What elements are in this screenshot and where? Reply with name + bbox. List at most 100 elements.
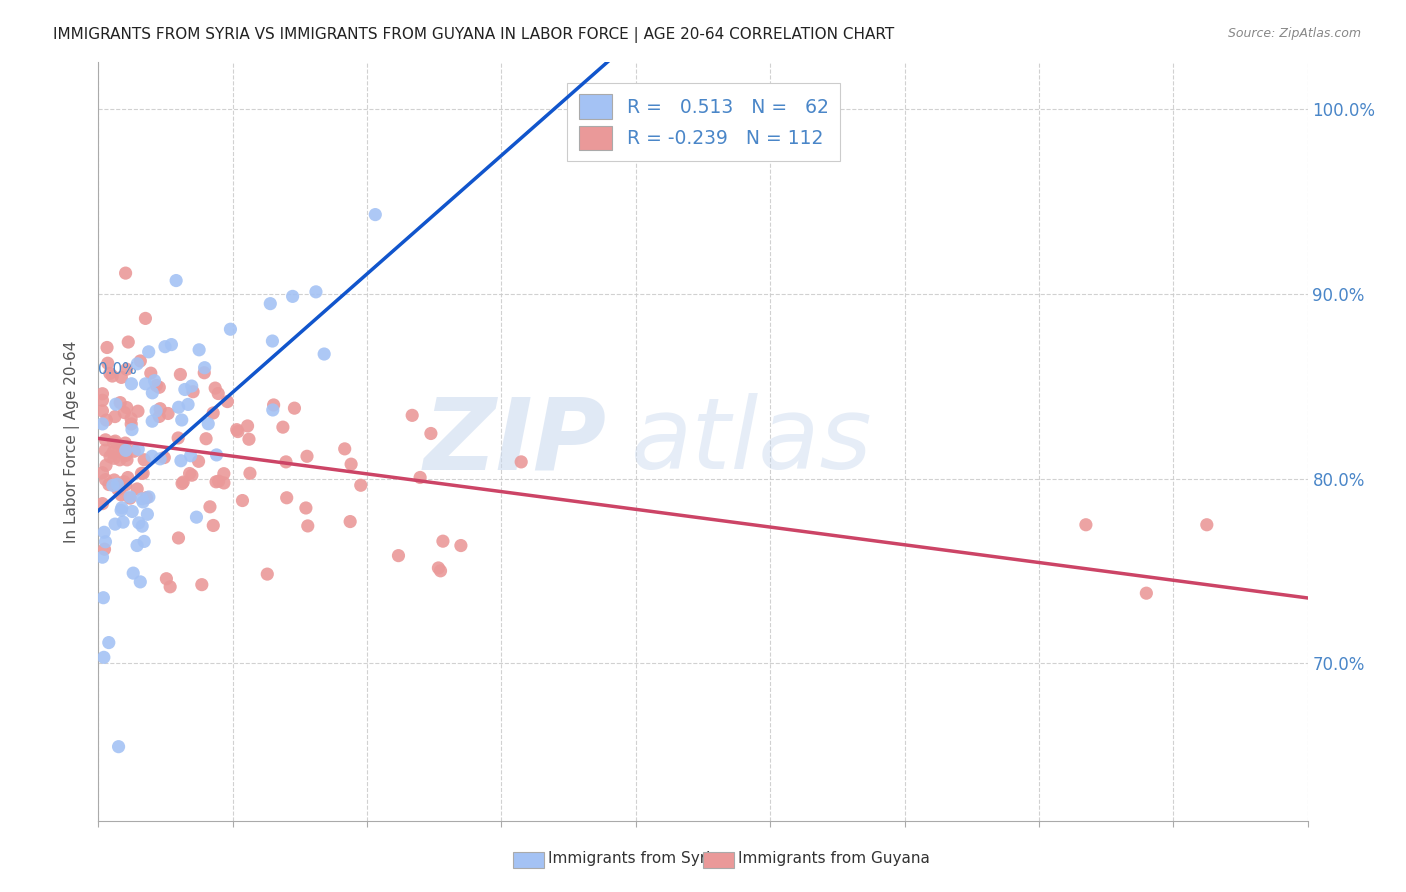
Point [1135, 586, 1157, 600]
Point [112, 515, 135, 529]
Point [93, 650, 115, 665]
Point [127, 357, 149, 371]
Point [149, 451, 172, 466]
Point [167, 431, 190, 445]
Point [129, 574, 152, 589]
Point [256, 567, 278, 582]
Point [170, 413, 193, 427]
Point [134, 534, 156, 549]
Point [350, 478, 373, 492]
Point [364, 208, 387, 222]
Point [114, 266, 136, 280]
Point [107, 444, 129, 458]
Point [148, 380, 170, 394]
Point [118, 491, 141, 505]
Point [219, 322, 242, 336]
Point [238, 432, 260, 446]
Point [202, 406, 225, 420]
Point [295, 450, 318, 464]
Point [191, 577, 214, 591]
Point [231, 493, 253, 508]
Point [510, 455, 533, 469]
Point [128, 516, 150, 530]
Point [117, 470, 139, 484]
Point [157, 407, 180, 421]
Point [112, 442, 135, 457]
Point [110, 503, 132, 517]
Point [170, 476, 193, 491]
Point [387, 549, 409, 563]
Point [135, 491, 157, 505]
Y-axis label: In Labor Force | Age 20-64: In Labor Force | Age 20-64 [63, 341, 80, 542]
Point [271, 420, 294, 434]
Point [195, 432, 218, 446]
Point [217, 394, 239, 409]
Point [205, 448, 228, 462]
Text: Immigrants from Syria: Immigrants from Syria [548, 851, 720, 865]
Point [91, 550, 114, 565]
Point [295, 500, 318, 515]
Point [121, 423, 143, 437]
Point [96, 341, 118, 355]
Text: Source: ZipAtlas.com: Source: ZipAtlas.com [1227, 27, 1361, 40]
Point [204, 381, 226, 395]
Point [97, 477, 120, 491]
Point [177, 397, 200, 411]
Point [91, 393, 114, 408]
Point [103, 435, 125, 450]
Point [207, 386, 229, 401]
Point [96, 413, 118, 427]
Point [1074, 517, 1097, 532]
Point [103, 473, 125, 487]
Point [167, 401, 190, 415]
Point [186, 510, 208, 524]
Point [262, 403, 284, 417]
Point [91, 417, 114, 431]
Point [110, 488, 132, 502]
Point [138, 490, 160, 504]
Point [225, 423, 247, 437]
Point [198, 500, 221, 514]
Point [97, 356, 120, 370]
Point [194, 360, 217, 375]
Point [143, 374, 166, 388]
Point [148, 409, 170, 424]
Point [104, 397, 127, 411]
Point [127, 482, 149, 496]
Point [117, 334, 139, 349]
Point [94, 534, 117, 549]
Point [139, 366, 162, 380]
Point [98, 367, 121, 381]
Point [153, 340, 176, 354]
Point [173, 383, 195, 397]
Point [94, 443, 117, 458]
Point [180, 379, 202, 393]
Point [160, 337, 183, 351]
Point [259, 296, 281, 310]
Point [149, 401, 172, 416]
Point [129, 354, 152, 368]
Point [122, 444, 145, 458]
Point [297, 519, 319, 533]
Point [305, 285, 328, 299]
Point [127, 404, 149, 418]
Point [153, 450, 176, 465]
Text: 0.0%: 0.0% [98, 362, 138, 377]
Point [141, 450, 163, 464]
Point [155, 572, 177, 586]
Point [236, 419, 259, 434]
Point [103, 451, 125, 466]
Point [167, 531, 190, 545]
Point [202, 518, 225, 533]
Point [159, 580, 181, 594]
Point [93, 591, 115, 605]
Point [108, 453, 131, 467]
Point [429, 564, 451, 578]
Point [276, 491, 298, 505]
Point [193, 366, 215, 380]
Text: Immigrants from Guyana: Immigrants from Guyana [738, 851, 929, 865]
Point [104, 434, 127, 449]
Point [131, 491, 153, 506]
Point [145, 378, 167, 392]
Point [145, 404, 167, 418]
